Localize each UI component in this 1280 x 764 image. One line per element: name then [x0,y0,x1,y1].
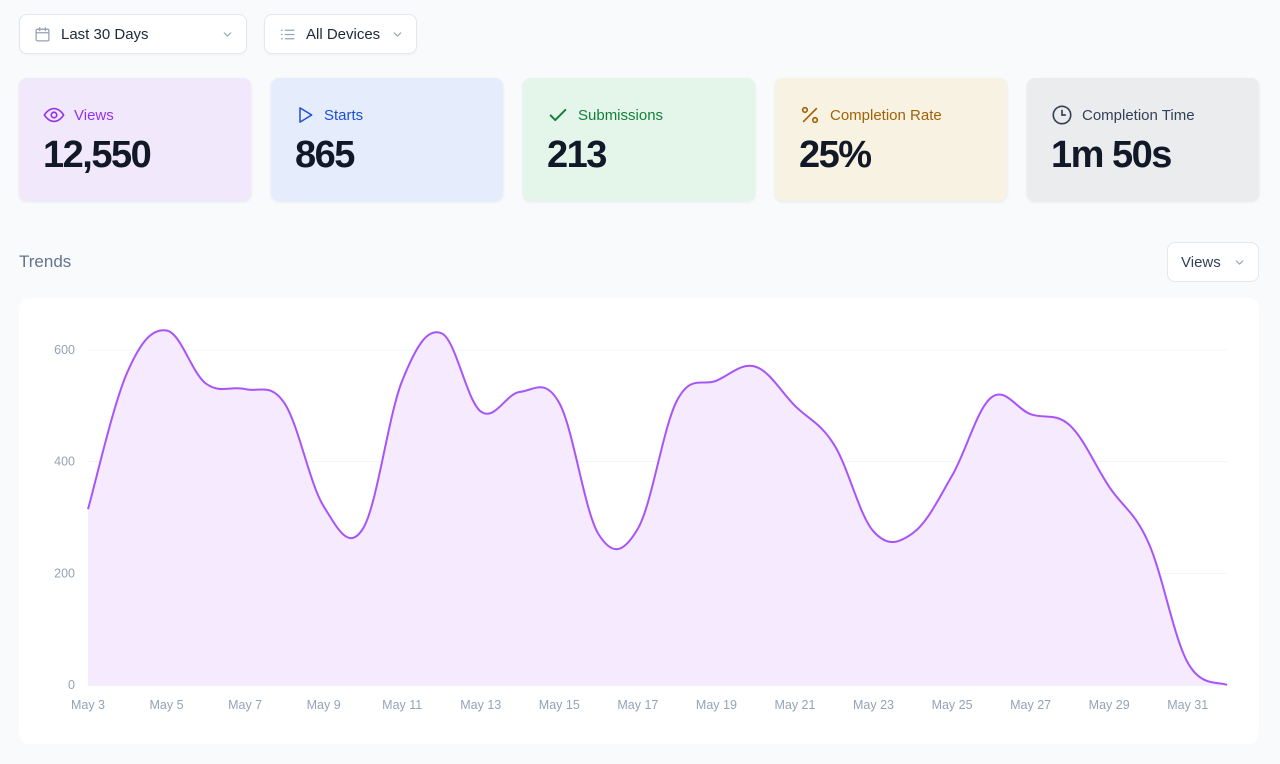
x-tick-label: May 29 [1089,698,1130,712]
stat-label: Starts [324,106,364,124]
y-tick-label: 0 [68,678,75,692]
stats-cards: Views 12,550 Starts 865 Submissions 213 … [19,78,1259,201]
date-range-dropdown[interactable]: Last 30 Days [19,14,247,54]
stat-label: Completion Time [1082,106,1195,124]
stat-label: Views [74,106,114,124]
x-tick-label: May 15 [539,698,580,712]
chevron-down-icon [221,28,234,41]
list-icon [279,26,296,43]
stat-label: Completion Rate [830,106,942,124]
check-icon [547,104,569,126]
x-tick-label: May 31 [1167,698,1208,712]
eye-icon [43,104,65,126]
x-tick-label: May 21 [774,698,815,712]
stat-card-submissions: Submissions 213 [523,78,755,201]
trend-metric-label: Views [1181,253,1221,271]
stat-value: 213 [547,134,607,176]
filter-bar: Last 30 Days All Devices [19,14,417,54]
chevron-down-icon [1233,256,1246,269]
trends-title: Trends [19,252,72,271]
devices-dropdown[interactable]: All Devices [264,14,417,54]
trend-metric-dropdown[interactable]: Views [1167,242,1259,282]
chevron-down-icon [391,28,404,41]
clock-icon [1051,104,1073,126]
x-tick-label: May 3 [71,698,105,712]
x-tick-label: May 23 [853,698,894,712]
stat-value: 12,550 [43,134,152,176]
stat-card-views: Views 12,550 [19,78,251,201]
stat-card-starts: Starts 865 [271,78,503,201]
stat-card-completion-rate: Completion Rate 25% [775,78,1007,201]
stat-value: 25% [799,134,872,176]
stat-value: 1m 50s [1051,134,1172,176]
y-tick-label: 200 [54,566,75,580]
trends-chart-panel: 0 200 400 600 May 3 May 5 May 7 May 9 May 11 May … [19,298,1259,744]
series-area [88,330,1227,685]
x-tick-label: May 9 [307,698,341,712]
x-tick-label: May 5 [150,698,184,712]
trends-chart: 0 200 400 600 May 3 May 5 May 7 May 9 May 11 May … [54,329,1228,712]
x-tick-label: May 19 [696,698,737,712]
series-line [87,329,1228,686]
x-tick-label: May 17 [617,698,658,712]
play-icon [295,105,315,125]
x-tick-label: May 13 [460,698,501,712]
calendar-icon [34,26,51,43]
stat-value: 865 [295,134,355,176]
x-tick-label: May 27 [1010,698,1051,712]
y-tick-label: 400 [54,455,75,469]
x-tick-label: May 7 [228,698,262,712]
percent-icon [799,104,821,126]
devices-label: All Devices [306,25,381,43]
stat-card-completion-time: Completion Time 1m 50s [1027,78,1259,201]
date-range-label: Last 30 Days [61,25,149,43]
y-tick-label: 600 [54,343,75,357]
x-tick-label: May 11 [382,698,422,712]
stat-label: Submissions [578,106,664,124]
x-tick-label: May 25 [932,698,973,712]
